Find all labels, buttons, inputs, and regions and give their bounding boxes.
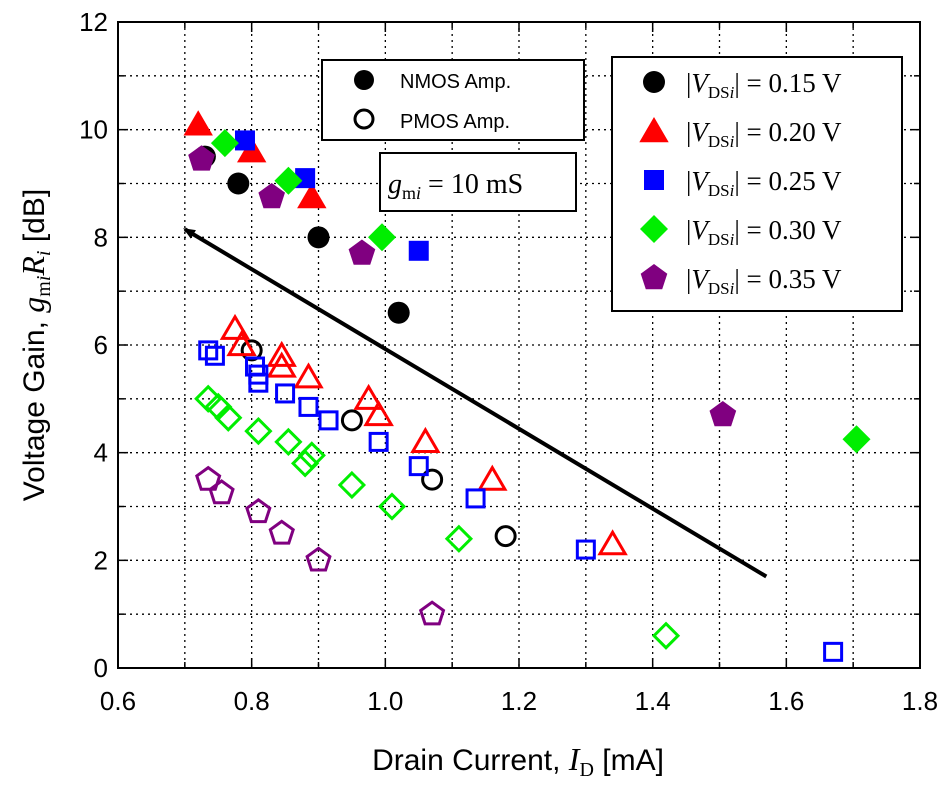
pmos-point-diamond — [377, 492, 407, 521]
pmos-point-circle — [340, 409, 363, 432]
nmos-point-triangle — [297, 183, 327, 209]
pmos-point-pentagon — [418, 600, 446, 626]
y-tick-label: 4 — [94, 438, 108, 468]
y-tick-labels: 0 2 4 6 8 10 12 — [79, 7, 108, 683]
pmos-point-diamond — [337, 470, 367, 500]
legend-label-series: |VDSi| = 0.25 V — [686, 166, 842, 200]
x-tick-label: 1.0 — [367, 686, 403, 716]
nmos-point-pentagon — [258, 183, 285, 209]
nmos-point-diamond — [274, 166, 303, 195]
pmos-point-square — [368, 431, 389, 452]
x-tick-label: 0.6 — [100, 686, 136, 716]
legend-marker-pmos — [353, 108, 375, 130]
pmos-point-square — [465, 488, 486, 509]
x-tick-label: 1.8 — [902, 686, 938, 716]
nmos-point-pentagon — [709, 401, 737, 427]
pmos-point-triangle — [266, 351, 297, 378]
y-axis-title: Voltage Gain, gmiRi [dB] — [15, 189, 55, 501]
pmos-point-pentagon — [208, 479, 235, 505]
pmos-point-diamond — [274, 427, 303, 457]
gmi-annotation-text: gmi = 10 mS — [388, 169, 523, 203]
pmos-point-square — [823, 641, 844, 662]
pmos-point-pentagon — [195, 465, 222, 491]
x-tick-label: 1.4 — [635, 686, 671, 716]
pmos-point-square — [408, 456, 429, 477]
x-tick-label: 1.2 — [501, 686, 537, 716]
pmos-point-pentagon — [245, 498, 272, 524]
y-tick-label: 0 — [94, 653, 108, 683]
legend-label-series: |VDSi| = 0.15 V — [686, 68, 842, 102]
gmi-annotation-box — [379, 152, 577, 212]
pmos-point-diamond — [244, 416, 273, 446]
nmos-point-pentagon — [188, 145, 215, 171]
pmos-point-square — [275, 383, 296, 404]
legend-marker-triangle — [639, 117, 669, 143]
pmos-point-triangle — [266, 340, 297, 367]
legend-label-pmos: PMOS Amp. — [400, 111, 510, 133]
pmos-point-triangle — [410, 426, 441, 453]
pmos-point-pentagon — [268, 519, 295, 545]
nmos-point-circle — [307, 226, 330, 249]
legend-marker-nmos — [354, 70, 374, 90]
legend-label-series: |VDSi| = 0.35 V — [686, 264, 842, 298]
pmos-point-triangle — [219, 313, 251, 340]
data-points — [183, 110, 871, 662]
pmos-point-square — [204, 345, 225, 366]
pmos-point-circle — [494, 525, 517, 548]
x-tick-label: 0.8 — [234, 686, 270, 716]
x-tick-label: 1.6 — [768, 686, 804, 716]
nmos-point-pentagon — [348, 239, 376, 265]
pmos-point-triangle — [363, 400, 394, 427]
legend-label-series: |VDSi| = 0.20 V — [686, 117, 842, 151]
legend-marker-diamond — [640, 215, 668, 243]
pmos-point-square — [575, 539, 596, 560]
pmos-point-triangle — [353, 383, 384, 410]
series-legend: |VDSi| = 0.15 V |VDSi| = 0.20 V |VDSi| = 0… — [611, 56, 903, 312]
legend-label-series: |VDSi| = 0.30 V — [686, 215, 842, 249]
x-axis-title: Drain Current, ID [mA] — [372, 741, 664, 781]
nmos-point-square — [295, 168, 316, 189]
y-tick-label: 10 — [79, 115, 108, 145]
pmos-point-diamond — [290, 449, 320, 478]
pmos-point-pentagon — [305, 546, 332, 572]
legend-marker-square — [644, 170, 664, 190]
pmos-point-triangle — [597, 529, 628, 556]
pmos-point-triangle — [293, 362, 324, 389]
nmos-point-square — [408, 240, 429, 261]
nmos-point-circle — [387, 301, 410, 324]
pmos-point-triangle — [226, 330, 257, 357]
pmos-point-triangle — [477, 464, 508, 491]
pmos-point-diamond — [297, 441, 326, 470]
nmos-point-diamond — [842, 425, 871, 454]
nmos-point-square — [234, 130, 255, 151]
y-tick-label: 12 — [79, 7, 108, 37]
nmos-point-diamond — [210, 129, 239, 158]
nmos-point-triangle — [183, 110, 213, 136]
pmos-point-square — [248, 372, 269, 393]
x-tick-labels: 0.6 0.8 1.0 1.2 1.4 1.6 1.8 — [100, 686, 938, 716]
pmos-point-diamond — [214, 403, 243, 432]
pmos-point-circle — [240, 339, 263, 362]
nmos-point-circle — [227, 172, 250, 195]
y-tick-label: 8 — [94, 222, 108, 252]
pmos-point-square — [198, 340, 219, 361]
legend-marker-pentagon — [640, 264, 668, 290]
plot-frame — [117, 21, 921, 669]
gmi-annotation: gmi = 10 mS — [379, 152, 577, 212]
legend-label-nmos: NMOS Amp. — [400, 71, 511, 93]
legend-marker-circle — [643, 71, 665, 93]
y-tick-label: 6 — [94, 330, 108, 360]
fill-legend: NMOS Amp. PMOS Amp. — [321, 59, 585, 141]
y-tick-label: 2 — [94, 545, 108, 575]
trend-arrow — [183, 227, 768, 579]
pmos-point-circle — [421, 468, 444, 491]
pmos-point-square — [298, 396, 319, 417]
pmos-point-diamond — [651, 621, 681, 650]
pmos-point-diamond — [444, 524, 474, 553]
pmos-point-square — [318, 410, 339, 431]
nmos-point-diamond — [368, 223, 396, 252]
